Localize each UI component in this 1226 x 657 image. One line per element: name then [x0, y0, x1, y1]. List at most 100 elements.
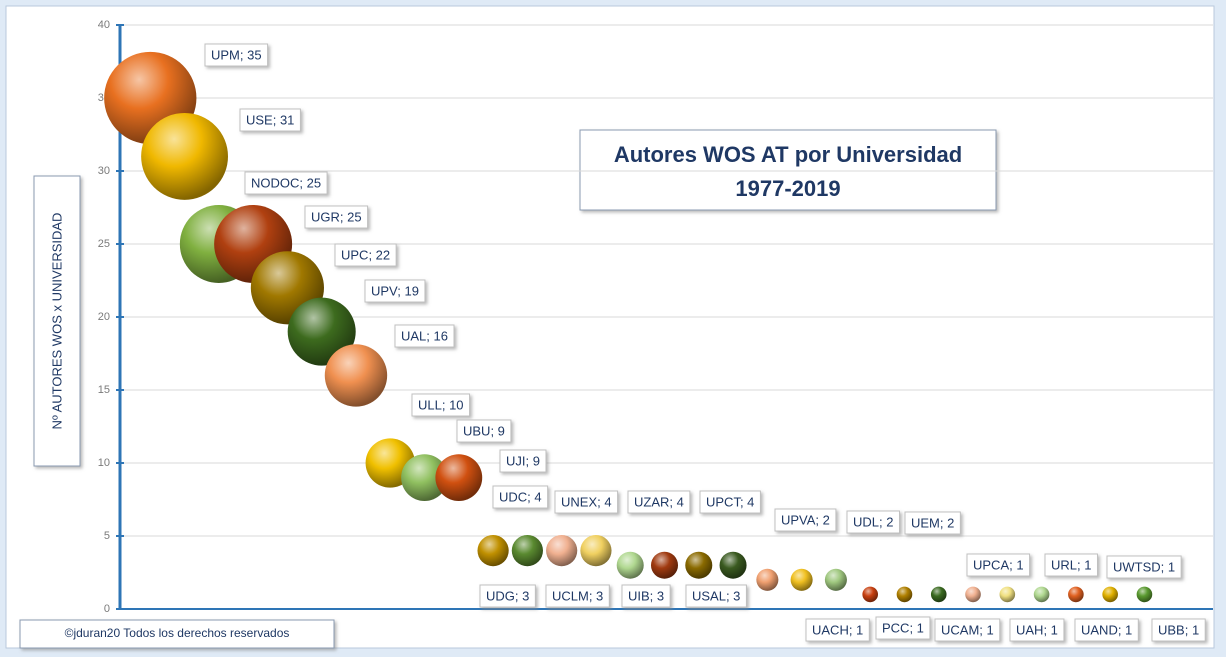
data-label-box — [699, 490, 761, 514]
chart-subtitle: 1977-2019 — [735, 176, 840, 201]
y-tick-label: 15 — [98, 384, 110, 396]
data-label: UDG; 3 — [486, 588, 529, 603]
y-tick-label: 40 — [98, 19, 110, 31]
footer-frame — [19, 619, 335, 649]
data-label-box — [334, 243, 397, 267]
data-label-box — [394, 324, 455, 348]
data-label: UIB; 3 — [628, 588, 664, 603]
data-label: ULL; 10 — [418, 397, 464, 412]
bubble — [965, 586, 981, 603]
data-label: UEM; 2 — [911, 515, 954, 530]
data-label: UJI; 9 — [506, 453, 540, 468]
data-label: UDL; 2 — [853, 514, 893, 529]
data-label: UPCT; 4 — [706, 494, 754, 509]
data-label: UPV; 19 — [371, 283, 419, 298]
y-tick-label: 10 — [98, 457, 110, 469]
y-tick-label: 0 — [104, 603, 110, 615]
data-label: NODOC; 25 — [251, 175, 321, 190]
data-label-box — [846, 510, 900, 534]
data-label-box — [554, 490, 619, 514]
data-label: UCAM; 1 — [941, 622, 994, 637]
data-label-box — [774, 508, 837, 532]
data-label-box — [1044, 553, 1098, 577]
bubble — [435, 454, 483, 501]
data-label: UWTSD; 1 — [1113, 559, 1175, 574]
bubble — [1102, 586, 1118, 603]
bubble — [287, 297, 356, 366]
data-label: UCLM; 3 — [552, 588, 603, 603]
y-tick-label: 5 — [104, 530, 110, 542]
data-label-box — [244, 171, 328, 195]
data-label-box — [1151, 618, 1206, 642]
chart-title: Autores WOS AT por Universidad — [614, 142, 962, 167]
bubble — [580, 535, 612, 567]
bubble — [930, 586, 947, 603]
data-label-box — [966, 553, 1031, 577]
bubble — [546, 535, 578, 567]
data-label: UBB; 1 — [1158, 622, 1199, 637]
data-label-box — [1009, 618, 1065, 642]
bubble — [477, 535, 509, 567]
data-label-box — [364, 279, 426, 303]
data-label-box — [875, 616, 931, 640]
data-label-box — [239, 108, 301, 132]
data-label: USE; 31 — [246, 112, 294, 127]
bubble — [141, 112, 228, 200]
data-label-box — [545, 584, 610, 608]
y-tick-label: 30 — [98, 165, 110, 177]
y-label-box: Nº AUTORES WOS x UNIVERSIDAD — [33, 175, 81, 467]
bubble — [650, 551, 679, 579]
bubble — [324, 344, 388, 407]
data-label-box — [621, 584, 671, 608]
footer: ©jduran20 Todos los derechos reservados — [65, 626, 290, 640]
data-label: UBU; 9 — [463, 423, 505, 438]
bubble — [1068, 586, 1084, 603]
data-label-box — [934, 618, 1001, 642]
bubble — [756, 568, 779, 591]
data-label-box — [304, 205, 369, 229]
bubble — [824, 568, 847, 591]
data-label-box — [204, 43, 269, 67]
data-label: UDC; 4 — [499, 489, 542, 504]
data-label-box — [479, 584, 536, 608]
bubble — [896, 586, 913, 603]
bubble — [790, 568, 813, 591]
data-label: UPM; 35 — [211, 47, 262, 62]
data-label: UPC; 22 — [341, 247, 390, 262]
title-frame — [579, 129, 997, 211]
data-label: UPCA; 1 — [973, 557, 1024, 572]
data-label: UAL; 16 — [401, 328, 448, 343]
data-label: UPVA; 2 — [781, 512, 830, 527]
data-label-box — [904, 511, 961, 535]
footer-box: ©jduran20 Todos los derechos reservados — [19, 619, 335, 649]
bubble — [401, 454, 448, 501]
data-label: UZAR; 4 — [634, 494, 684, 509]
bubble — [1136, 586, 1153, 603]
y-tick-label: 20 — [98, 311, 110, 323]
data-label: UAND; 1 — [1081, 622, 1132, 637]
data-label: PCC; 1 — [882, 620, 924, 635]
bubble — [999, 586, 1016, 603]
bubble — [685, 551, 713, 579]
bubble — [862, 586, 878, 603]
bubble — [511, 535, 543, 567]
data-label-box — [492, 485, 549, 509]
plot-background — [5, 5, 1215, 649]
data-label-box — [499, 449, 547, 473]
data-label: UACH; 1 — [812, 622, 863, 637]
data-label-box — [411, 393, 471, 417]
bubble — [616, 551, 644, 579]
y-tick-label: 25 — [98, 238, 110, 250]
data-label-box — [685, 584, 747, 608]
data-label-box — [805, 618, 870, 642]
data-label: UAH; 1 — [1016, 622, 1058, 637]
data-label-box — [456, 419, 512, 443]
data-label: USAL; 3 — [692, 588, 740, 603]
bubble — [719, 551, 747, 579]
y-label-frame — [33, 175, 81, 467]
data-label: URL; 1 — [1051, 557, 1091, 572]
bubble — [1033, 586, 1050, 603]
data-label-box — [1074, 618, 1139, 642]
